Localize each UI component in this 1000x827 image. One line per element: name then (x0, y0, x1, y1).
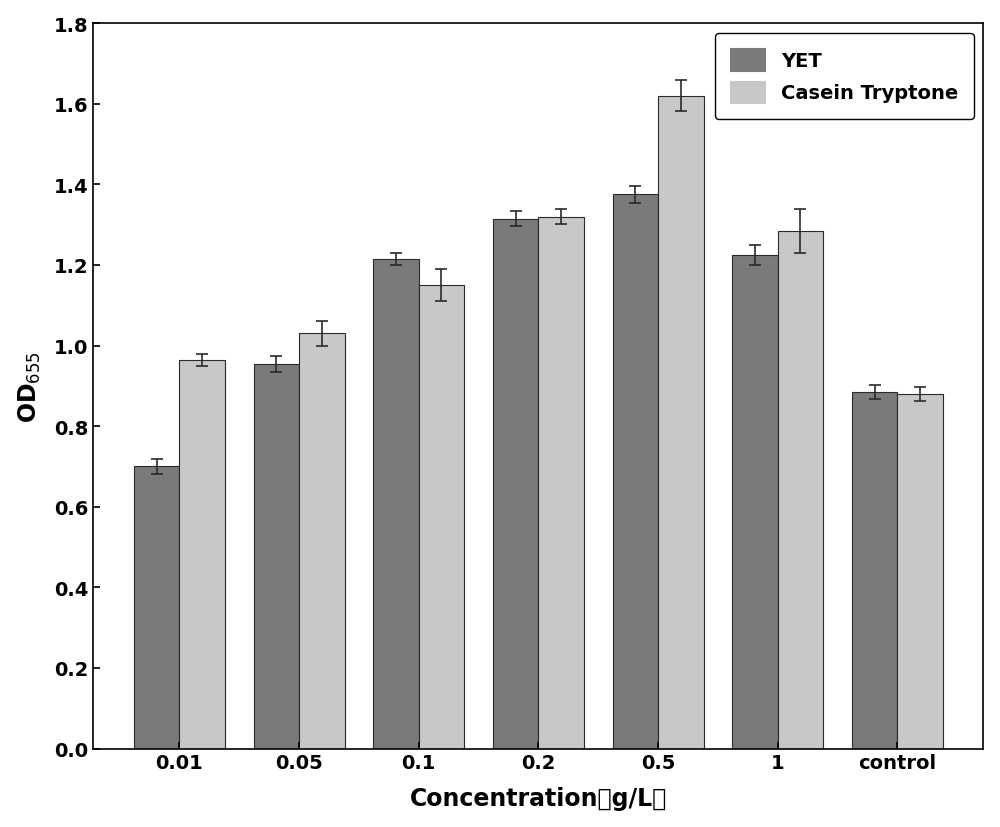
Bar (732, 256, 778, 748)
Bar (852, 393, 897, 748)
X-axis label: Concentration（g/L）: Concentration（g/L） (410, 786, 667, 810)
Bar (134, 467, 179, 748)
Bar (373, 260, 419, 748)
Bar (179, 361, 225, 748)
Bar (613, 195, 658, 748)
Bar (897, 394, 943, 748)
Y-axis label: OD$_{655}$: OD$_{655}$ (17, 351, 43, 423)
Bar (778, 232, 823, 748)
Bar (658, 97, 704, 748)
Bar (299, 334, 345, 748)
Bar (254, 364, 299, 748)
Bar (493, 219, 538, 748)
Bar (538, 218, 584, 748)
Legend: YET, Casein Tryptone: YET, Casein Tryptone (715, 34, 974, 119)
Bar (419, 286, 464, 748)
